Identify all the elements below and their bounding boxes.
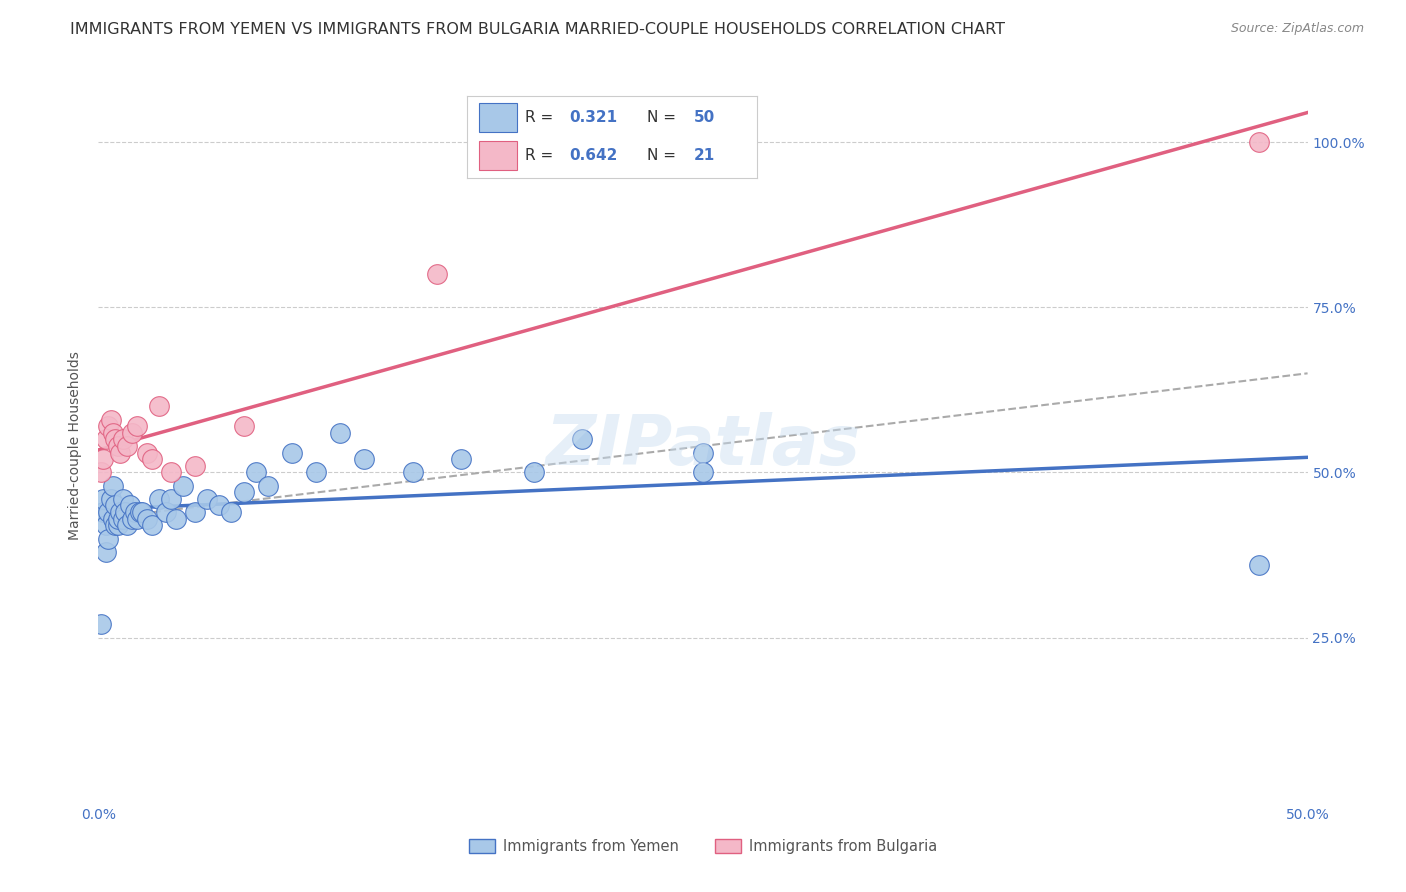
Point <box>94 545 117 559</box>
Point <box>692 445 714 459</box>
Point <box>450 452 472 467</box>
Point <box>107 511 129 525</box>
Point <box>90 617 112 632</box>
Point <box>571 433 593 447</box>
Point <box>426 267 449 281</box>
Point <box>232 419 254 434</box>
Point <box>160 491 183 506</box>
Point <box>232 485 254 500</box>
Point <box>221 505 243 519</box>
Point <box>100 412 122 426</box>
Point <box>117 518 139 533</box>
Legend: Immigrants from Yemen, Immigrants from Bulgaria: Immigrants from Yemen, Immigrants from B… <box>464 832 942 860</box>
Point <box>305 466 328 480</box>
Point <box>100 491 122 506</box>
Point <box>101 478 124 492</box>
Point <box>208 499 231 513</box>
Point <box>108 505 131 519</box>
Point <box>104 518 127 533</box>
Point <box>523 466 546 480</box>
Point <box>148 400 170 414</box>
Point <box>135 445 157 459</box>
Point <box>184 458 207 473</box>
Point <box>184 505 207 519</box>
Point <box>111 433 134 447</box>
Point <box>104 499 127 513</box>
Text: Source: ZipAtlas.com: Source: ZipAtlas.com <box>1230 22 1364 36</box>
Point <box>353 452 375 467</box>
Point <box>1249 135 1271 149</box>
Point <box>107 518 129 533</box>
Y-axis label: Married-couple Households: Married-couple Households <box>69 351 83 541</box>
Point <box>118 499 141 513</box>
Point <box>90 466 112 480</box>
Point <box>91 505 114 519</box>
Point <box>245 466 267 480</box>
Point <box>692 466 714 480</box>
Point <box>195 491 218 506</box>
Point <box>107 439 129 453</box>
Point <box>104 433 127 447</box>
Point <box>121 511 143 525</box>
Point <box>111 491 134 506</box>
Point <box>165 511 187 525</box>
Point <box>135 511 157 525</box>
Point <box>97 532 120 546</box>
Point <box>91 491 114 506</box>
Point <box>256 478 278 492</box>
Point <box>1249 558 1271 572</box>
Text: IMMIGRANTS FROM YEMEN VS IMMIGRANTS FROM BULGARIA MARRIED-COUPLE HOUSEHOLDS CORR: IMMIGRANTS FROM YEMEN VS IMMIGRANTS FROM… <box>70 22 1005 37</box>
Point <box>127 419 149 434</box>
Text: ZIPatlas: ZIPatlas <box>546 412 860 480</box>
Point <box>124 505 146 519</box>
Point <box>117 439 139 453</box>
Point <box>97 505 120 519</box>
Point <box>101 511 124 525</box>
Point <box>141 452 163 467</box>
Point <box>121 425 143 440</box>
Point <box>114 505 136 519</box>
Point <box>141 518 163 533</box>
Point <box>101 425 124 440</box>
Point <box>94 518 117 533</box>
Point <box>155 505 177 519</box>
Point <box>160 466 183 480</box>
Point <box>108 445 131 459</box>
Point <box>131 505 153 519</box>
Point <box>127 511 149 525</box>
Point <box>128 505 150 519</box>
Point <box>111 511 134 525</box>
Point <box>148 491 170 506</box>
Point <box>172 478 194 492</box>
Point <box>402 466 425 480</box>
Point <box>97 419 120 434</box>
Point <box>329 425 352 440</box>
Point <box>91 452 114 467</box>
Point <box>281 445 304 459</box>
Point <box>94 433 117 447</box>
